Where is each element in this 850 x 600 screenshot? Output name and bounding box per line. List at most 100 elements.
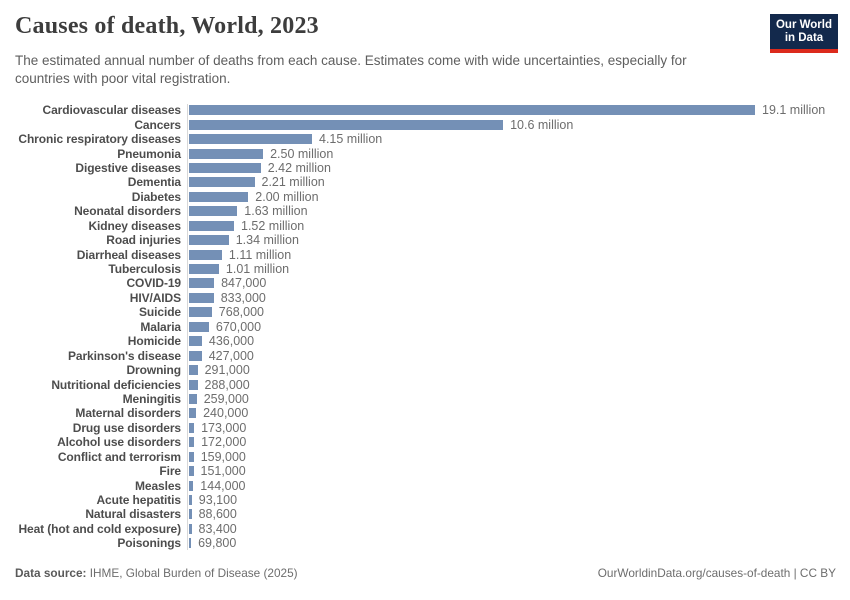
data-source-text: IHME, Global Burden of Disease (2025) (86, 566, 298, 580)
value-label: 144,000 (200, 478, 246, 493)
bar-zone: 69,800 (187, 536, 236, 550)
bar (189, 191, 249, 202)
value-label: 88,600 (198, 507, 237, 522)
bar (189, 105, 755, 116)
bar (189, 119, 504, 130)
category-label: Poisonings (117, 536, 181, 551)
bar-zone: 1.63 million (187, 204, 308, 218)
owid-url-link[interactable]: OurWorldinData.org/causes-of-death (597, 566, 791, 580)
chart-row: Malaria 670,000 (15, 320, 837, 334)
bar (189, 220, 234, 231)
category-label: Cardiovascular diseases (42, 103, 182, 118)
value-label: 768,000 (218, 305, 264, 320)
bar (189, 292, 214, 303)
bar-zone: 1.34 million (187, 233, 299, 247)
value-label: 240,000 (203, 406, 249, 421)
chart-subtitle: The estimated annual number of deaths fr… (15, 53, 687, 86)
bar (189, 177, 255, 188)
bar-zone: 291,000 (187, 363, 250, 377)
category-label: Kidney diseases (88, 218, 181, 233)
chart-row: Tuberculosis 1.01 million (15, 262, 837, 276)
bar (189, 278, 215, 289)
bar (189, 206, 238, 217)
bar (189, 466, 194, 477)
category-label: COVID-19 (126, 276, 181, 291)
value-label: 833,000 (220, 290, 266, 305)
bar-zone: 88,600 (187, 507, 237, 521)
category-label: Dementia (127, 175, 181, 190)
bar-zone: 2.21 million (187, 175, 325, 189)
bar (189, 437, 195, 448)
chart-row: Dementia 2.21 million (15, 175, 837, 189)
category-label: Pneumonia (117, 146, 181, 161)
chart-row: Suicide 768,000 (15, 305, 837, 319)
category-label: Drug use disorders (72, 420, 181, 435)
chart-row: Kidney diseases 1.52 million (15, 219, 837, 233)
chart-row: Homicide 436,000 (15, 334, 837, 348)
bar-zone: 172,000 (187, 435, 246, 449)
category-label: Maternal disorders (75, 406, 181, 421)
bar-zone: 427,000 (187, 348, 254, 363)
chart-row: Measles 144,000 (15, 478, 837, 493)
bar (189, 162, 261, 173)
bar-zone: 4.15 million (187, 132, 382, 146)
bar-zone: 240,000 (187, 406, 248, 420)
chart-row: Fire 151,000 (15, 464, 837, 478)
bar (189, 264, 219, 275)
bar-zone: 173,000 (187, 421, 246, 435)
attribution-note: OurWorldinData.org/causes-of-death | CC … (598, 566, 836, 580)
bar-zone: 83,400 (187, 522, 237, 536)
license-badge: | CC BY (790, 566, 836, 580)
value-label: 1.52 million (241, 218, 305, 233)
bar (189, 480, 194, 491)
value-label: 1.11 million (228, 247, 292, 262)
owid-logo-line1: Our World (775, 19, 832, 31)
category-label: Road injuries (106, 233, 181, 248)
category-label: Heat (hot and cold exposure) (18, 521, 181, 536)
chart-title: Causes of death, World, 2023 (15, 13, 319, 39)
bar (189, 509, 192, 520)
bar-zone: 833,000 (187, 291, 266, 305)
bar (189, 523, 192, 534)
chart-row: Digestive diseases 2.42 million (15, 161, 837, 175)
chart-row: Nutritional deficiencies 288,000 (15, 377, 837, 392)
bar-zone: 151,000 (187, 464, 246, 478)
value-label: 1.34 million (235, 233, 299, 248)
chart-row: Poisonings 69,800 (15, 536, 837, 550)
value-label: 10.6 million (510, 117, 574, 132)
bar-zone: 259,000 (187, 392, 249, 406)
category-label: Natural disasters (85, 507, 181, 522)
bar-zone: 2.00 million (187, 190, 319, 204)
category-label: Digestive diseases (75, 160, 181, 175)
bar-zone: 847,000 (187, 276, 266, 290)
chart-row: HIV/AIDS 833,000 (15, 291, 837, 305)
chart-row: Drug use disorders 173,000 (15, 421, 837, 435)
bar (189, 336, 202, 347)
bar (189, 495, 192, 506)
chart-row: Alcohol use disorders 172,000 (15, 435, 837, 449)
category-label: Acute hepatitis (96, 493, 181, 508)
owid-logo: Our World in Data (770, 14, 838, 53)
bar (189, 148, 264, 159)
category-label: Fire (159, 464, 181, 479)
chart-row: Road injuries 1.34 million (15, 233, 837, 247)
bar-zone: 159,000 (187, 450, 246, 464)
category-label: Chronic respiratory diseases (18, 132, 181, 147)
bar (189, 422, 195, 433)
chart-row: Natural disasters 88,600 (15, 507, 837, 521)
value-label: 2.21 million (261, 175, 325, 190)
chart-row: Meningitis 259,000 (15, 392, 837, 406)
category-label: Meningitis (122, 391, 181, 406)
owid-logo-line2: in Data (784, 32, 824, 44)
value-label: 288,000 (204, 377, 250, 392)
value-label: 436,000 (208, 334, 255, 349)
chart-row: Parkinson's disease 427,000 (15, 348, 837, 363)
category-label: Homicide (127, 334, 181, 349)
bar-zone: 10.6 million (187, 117, 574, 132)
category-label: Conflict and terrorism (57, 449, 181, 464)
bar (189, 307, 212, 318)
value-label: 83,400 (198, 521, 237, 536)
category-label: Nutritional deficiencies (51, 377, 181, 392)
chart-row: Heat (hot and cold exposure) 83,400 (15, 522, 837, 536)
